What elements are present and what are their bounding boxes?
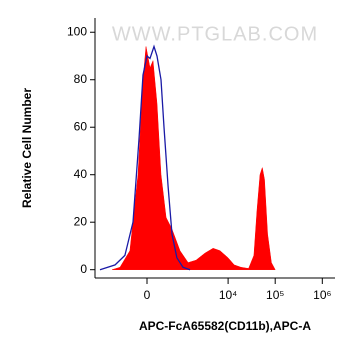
y-tick-label: 80 (74, 72, 88, 86)
x-tick-label: 10⁶ (313, 288, 331, 302)
x-tick-label: 10⁴ (219, 288, 238, 302)
line (99, 44, 191, 271)
y-tick-label: 60 (74, 119, 88, 133)
y-tick-label: 0 (80, 262, 87, 276)
y-axis-title: Relative Cell Number (20, 88, 34, 208)
y-tick-label: 100 (67, 24, 87, 38)
x-tick-label: 0 (144, 288, 151, 302)
x-axis-title: APC-FcA65582(CD11b),APC-A (139, 319, 311, 333)
watermark: WWW.PTGLAB.COM (112, 23, 318, 45)
y-tick-label: 40 (74, 167, 88, 181)
y-tick-label: 20 (74, 214, 88, 228)
area (112, 46, 276, 270)
x-tick-label: 10⁵ (266, 288, 284, 302)
